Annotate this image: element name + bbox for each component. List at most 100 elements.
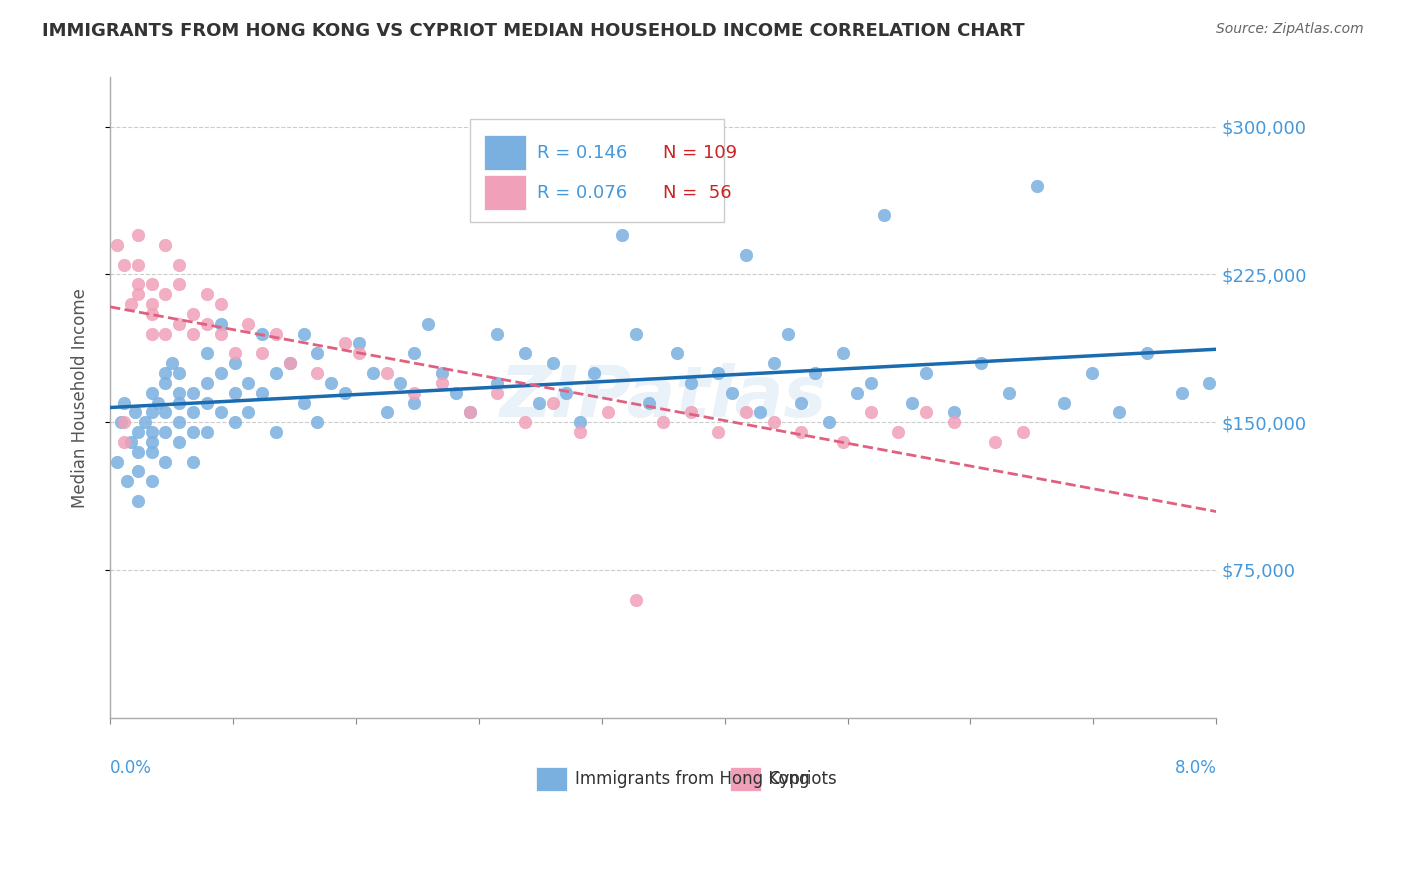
Point: [624, 592, 647, 607]
Point: [167, 385, 190, 400]
Point: [749, 405, 772, 419]
Point: [998, 385, 1021, 400]
Point: [264, 326, 287, 341]
Text: 0.0%: 0.0%: [110, 759, 152, 777]
Point: [264, 366, 287, 380]
Point: [141, 277, 163, 292]
Point: [1011, 425, 1033, 439]
Text: IMMIGRANTS FROM HONG KONG VS CYPRIOT MEDIAN HOUSEHOLD INCOME CORRELATION CHART: IMMIGRANTS FROM HONG KONG VS CYPRIOT MED…: [42, 22, 1025, 40]
Point: [110, 415, 132, 429]
Point: [1198, 376, 1220, 390]
Point: [583, 366, 606, 380]
Point: [224, 346, 246, 360]
Point: [264, 425, 287, 439]
Point: [859, 405, 882, 419]
Point: [141, 434, 163, 449]
Point: [162, 356, 184, 370]
Point: [238, 376, 260, 390]
Point: [250, 346, 273, 360]
Point: [195, 376, 218, 390]
Point: [278, 356, 301, 370]
Point: [141, 326, 163, 341]
Point: [112, 258, 135, 272]
Point: [195, 346, 218, 360]
Point: [155, 425, 177, 439]
Point: [148, 395, 170, 409]
Point: [458, 405, 481, 419]
Point: [721, 385, 744, 400]
Point: [181, 326, 204, 341]
Point: [873, 208, 896, 222]
Point: [120, 297, 142, 311]
Point: [735, 405, 758, 419]
Point: [707, 425, 730, 439]
Text: Immigrants from Hong Kong: Immigrants from Hong Kong: [575, 770, 810, 789]
Point: [155, 238, 177, 252]
Point: [389, 376, 412, 390]
Point: [333, 336, 356, 351]
Point: [596, 405, 619, 419]
Point: [1274, 366, 1296, 380]
Point: [292, 395, 315, 409]
Point: [1053, 395, 1076, 409]
Point: [970, 356, 993, 370]
FancyBboxPatch shape: [484, 175, 526, 210]
Point: [112, 395, 135, 409]
Point: [209, 317, 232, 331]
Point: [624, 326, 647, 341]
Point: [569, 415, 592, 429]
Point: [942, 405, 965, 419]
Point: [209, 326, 232, 341]
Point: [112, 434, 135, 449]
Point: [790, 425, 813, 439]
Point: [569, 425, 592, 439]
Point: [804, 366, 827, 380]
Point: [167, 366, 190, 380]
Point: [195, 287, 218, 301]
Point: [901, 395, 924, 409]
Point: [141, 385, 163, 400]
Point: [513, 415, 536, 429]
Point: [887, 425, 910, 439]
Point: [915, 366, 938, 380]
Point: [195, 395, 218, 409]
Point: [527, 395, 550, 409]
FancyBboxPatch shape: [484, 135, 526, 170]
Point: [224, 385, 246, 400]
Point: [361, 366, 384, 380]
Point: [818, 415, 841, 429]
Point: [776, 326, 799, 341]
Point: [541, 395, 564, 409]
Point: [105, 238, 128, 252]
Point: [555, 385, 578, 400]
Text: Cypriots: Cypriots: [768, 770, 837, 789]
Point: [250, 385, 273, 400]
Point: [112, 415, 135, 429]
Text: Source: ZipAtlas.com: Source: ZipAtlas.com: [1216, 22, 1364, 37]
Point: [181, 455, 204, 469]
Point: [195, 425, 218, 439]
Text: ZIPatlas: ZIPatlas: [499, 363, 827, 432]
Point: [127, 465, 149, 479]
Point: [141, 405, 163, 419]
Point: [1316, 405, 1339, 419]
Point: [238, 317, 260, 331]
Point: [942, 415, 965, 429]
Point: [859, 376, 882, 390]
Point: [915, 405, 938, 419]
Point: [375, 405, 398, 419]
Text: 8.0%: 8.0%: [1174, 759, 1216, 777]
Point: [638, 395, 661, 409]
Point: [430, 376, 453, 390]
Point: [209, 366, 232, 380]
Point: [181, 405, 204, 419]
Point: [181, 385, 204, 400]
Point: [1233, 395, 1256, 409]
Point: [250, 326, 273, 341]
Point: [666, 346, 689, 360]
Point: [195, 317, 218, 331]
Point: [610, 228, 633, 243]
Point: [105, 455, 128, 469]
Point: [278, 356, 301, 370]
Point: [404, 385, 426, 400]
